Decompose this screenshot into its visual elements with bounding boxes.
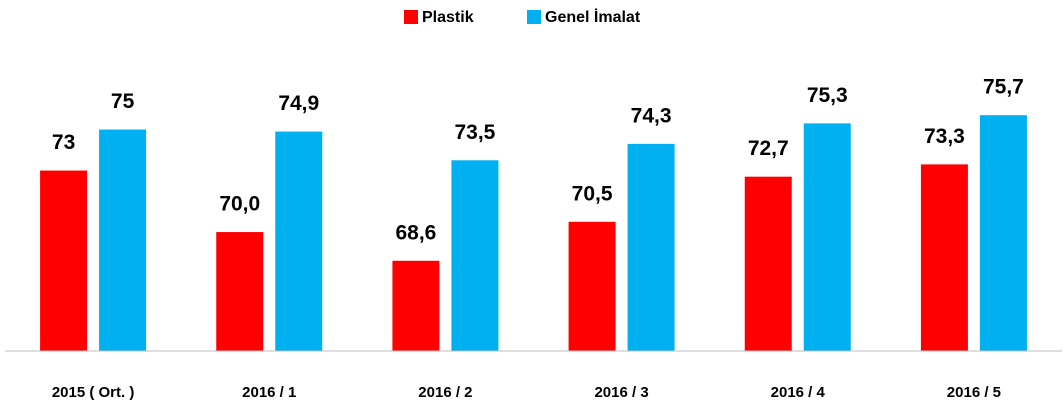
legend-swatch bbox=[404, 10, 418, 24]
bar bbox=[392, 260, 440, 351]
bar bbox=[275, 131, 323, 351]
x-tick-label: 2016 / 4 bbox=[771, 384, 826, 401]
bar bbox=[744, 176, 792, 351]
data-label: 72,7 bbox=[748, 137, 789, 160]
data-label: 73,3 bbox=[924, 125, 965, 148]
bar bbox=[216, 232, 264, 351]
bar bbox=[920, 164, 968, 351]
data-label: 74,3 bbox=[631, 104, 672, 127]
bar bbox=[979, 115, 1027, 351]
data-label: 73,5 bbox=[454, 121, 495, 144]
data-label: 74,9 bbox=[278, 92, 319, 115]
bar bbox=[803, 123, 851, 351]
data-label: 73 bbox=[52, 131, 75, 154]
bar bbox=[627, 143, 675, 351]
data-label: 70,5 bbox=[572, 182, 613, 205]
bar bbox=[451, 160, 499, 351]
x-tick-label: 2016 / 1 bbox=[242, 384, 296, 401]
x-tick-label: 2016 / 5 bbox=[947, 384, 1001, 401]
bar bbox=[40, 170, 88, 351]
data-label: 70,0 bbox=[219, 193, 260, 216]
legend-swatch bbox=[527, 10, 541, 24]
data-label: 68,6 bbox=[395, 221, 436, 244]
legend-label: Genel İmalat bbox=[545, 8, 641, 26]
data-label: 75 bbox=[111, 90, 135, 113]
bar bbox=[568, 221, 616, 351]
x-tick-label: 2015 ( Ort. ) bbox=[52, 384, 135, 401]
x-tick-label: 2016 / 2 bbox=[418, 384, 472, 401]
bar bbox=[99, 129, 147, 351]
data-label: 75,3 bbox=[807, 84, 848, 107]
x-tick-label: 2016 / 3 bbox=[594, 384, 648, 401]
legend-label: Plastik bbox=[422, 9, 474, 26]
data-label: 75,7 bbox=[983, 76, 1024, 99]
